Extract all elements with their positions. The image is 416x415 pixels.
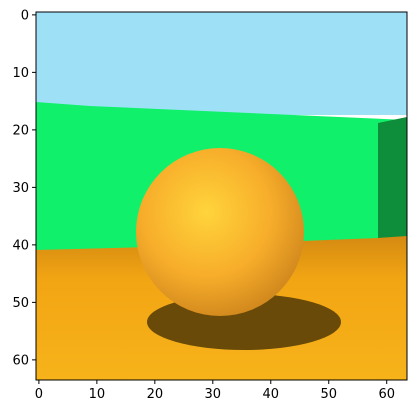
y-axis-ticks: 0 10 20 30 40 50 60 [12,8,36,368]
axes-frame [35,11,408,381]
y-tick-label: 20 [12,123,29,138]
x-tick-label: 0 [35,387,43,402]
y-tick-label: 10 [12,66,29,81]
y-tick-label: 60 [12,353,29,368]
wall-corner-shade [378,117,407,245]
x-tick-label: 40 [263,387,280,402]
y-tick-label: 50 [12,296,29,311]
x-tick-label: 30 [205,387,222,402]
y-tick-label: 0 [21,8,29,23]
y-tick-label: 40 [12,238,29,253]
x-tick-label: 20 [147,387,164,402]
y-tick-label: 30 [12,181,29,196]
sky-region [36,12,407,115]
x-axis-ticks: 0 10 20 30 40 50 60 [35,380,395,402]
rendered-image [36,12,407,380]
x-tick-label: 50 [320,387,337,402]
orange-ball [136,148,304,316]
x-tick-label: 60 [378,387,395,402]
x-tick-label: 10 [89,387,106,402]
